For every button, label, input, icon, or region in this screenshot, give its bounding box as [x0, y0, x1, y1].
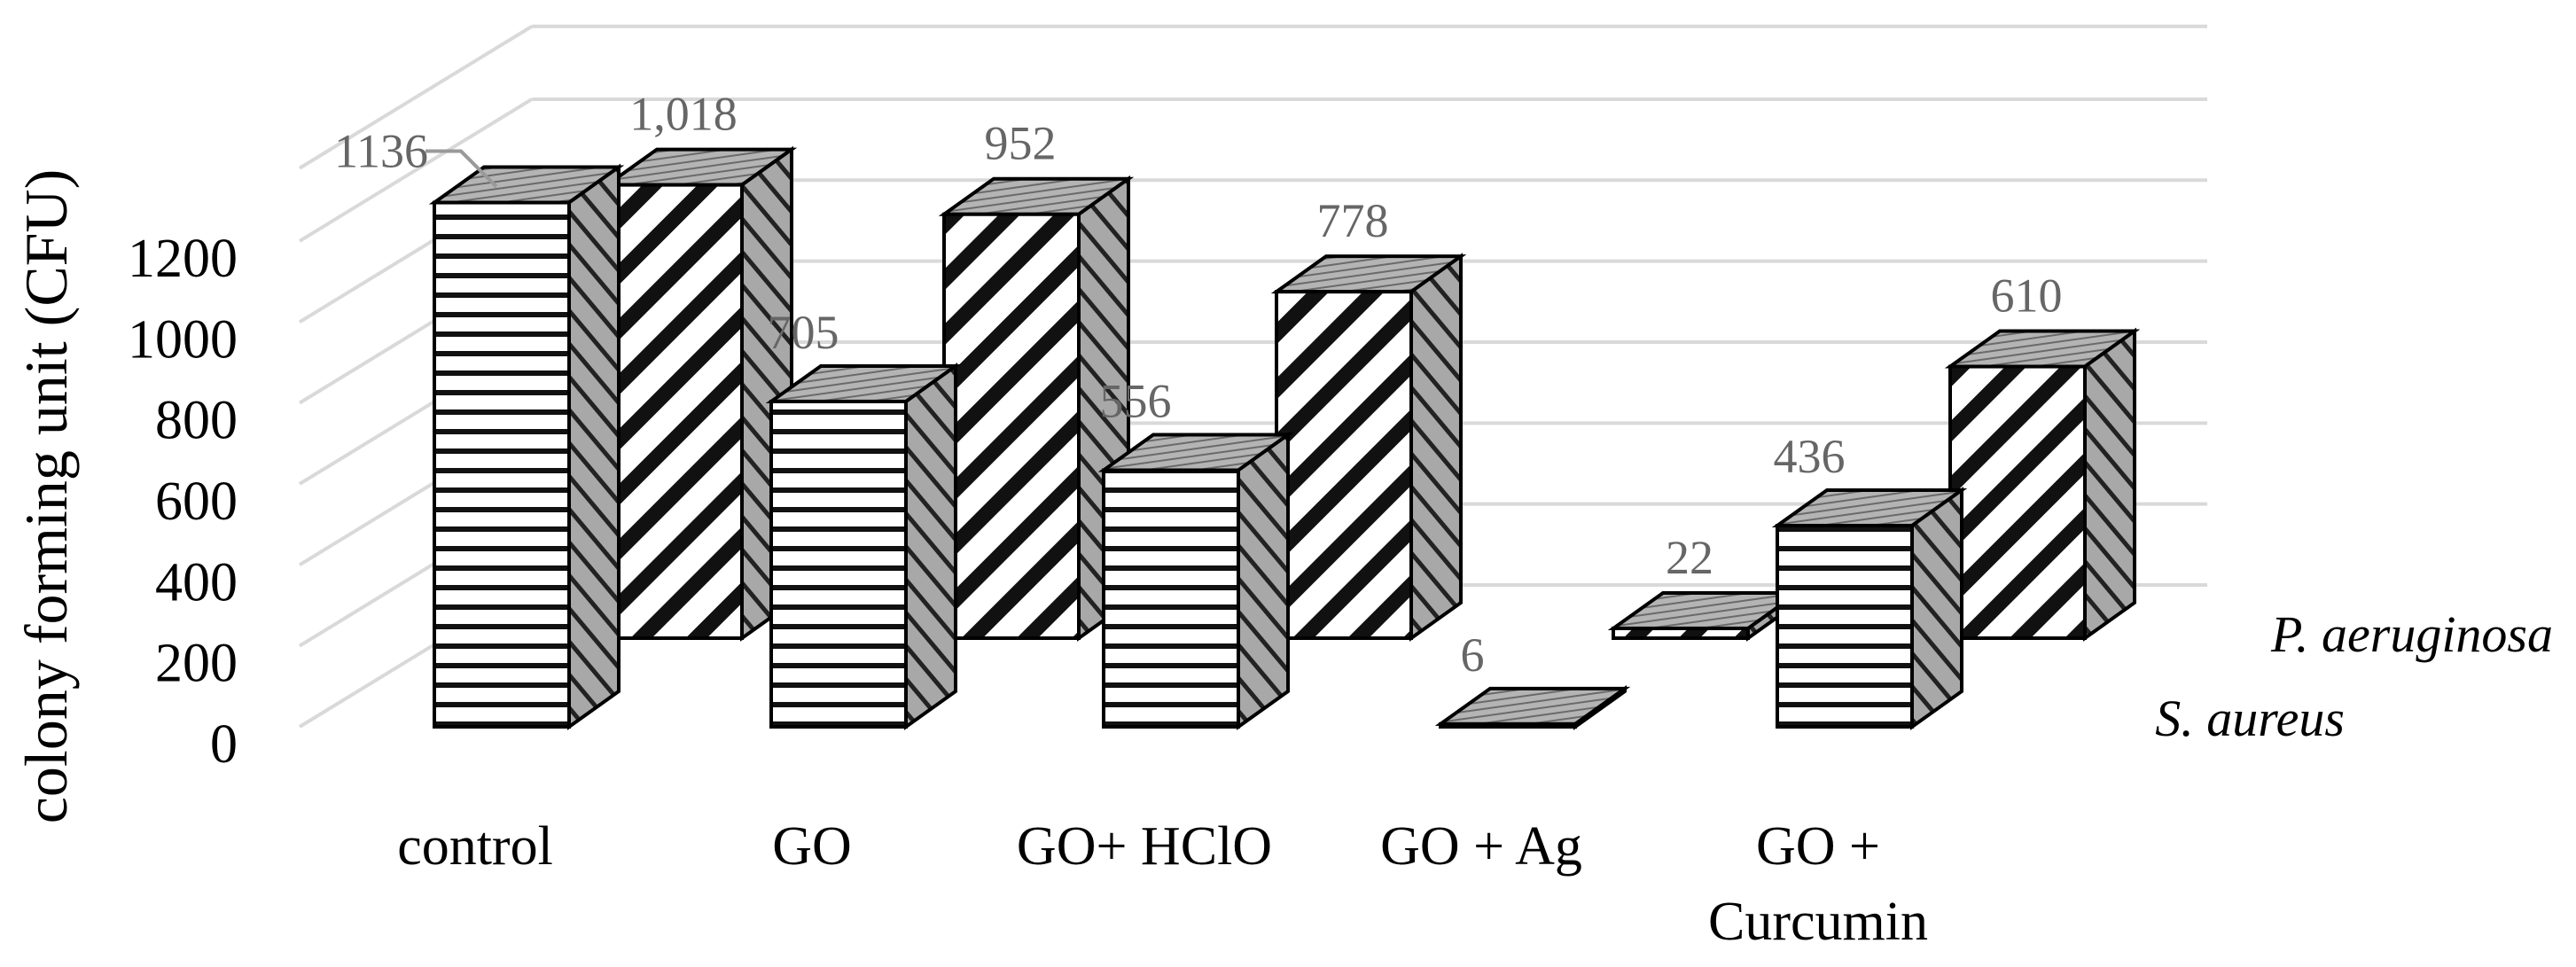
x-tick-label: GO+ HClO [1017, 816, 1272, 877]
x-tick-label: GO + [1756, 816, 1880, 877]
data-label-s-aureus: 1136 [334, 125, 428, 178]
bars [428, 145, 2141, 730]
y-tick-label: 800 [155, 391, 238, 451]
bar-p-aeruginosa-4-front [1948, 364, 2087, 640]
bar-p-aeruginosa-2-front [1275, 290, 1413, 640]
bar-s-aureus-0-side [567, 163, 621, 730]
y-tick-label: 1200 [128, 229, 238, 289]
bar-p-aeruginosa-0-front [605, 183, 744, 640]
data-label-p-aeruginosa: 22 [1666, 531, 1713, 584]
y-tick-label: 200 [155, 634, 238, 694]
bar-s-aureus-0 [428, 163, 625, 730]
x-tick-label: GO [772, 816, 852, 877]
bar-s-aureus-1-side [904, 363, 957, 730]
gridline-diagonal [298, 97, 534, 243]
x-tick-label: GO + Ag [1380, 816, 1582, 877]
data-label-s-aureus: 436 [1774, 430, 1846, 483]
x-tick-label: Curcumin [1708, 892, 1928, 952]
y-tick-label: 1000 [128, 309, 238, 370]
data-label-s-aureus: 705 [768, 306, 839, 359]
bar-p-aeruginosa-2-side [1409, 253, 1463, 642]
bar-s-aureus-2-side [1237, 431, 1290, 730]
x-tick-label: control [397, 816, 553, 877]
series-label-p-aeruginosa: P. aeruginosa [2270, 605, 2553, 663]
series-labels: P. aeruginosa S. aureus [2155, 605, 2553, 747]
bar-s-aureus-3 [1434, 684, 1631, 730]
bar-s-aureus-1-front [769, 399, 908, 729]
y-tick-label: 0 [210, 714, 238, 775]
data-label-p-aeruginosa: 1,018 [629, 88, 738, 141]
bar-p-aeruginosa-1-front [942, 212, 1081, 640]
data-labels: 1,018 952 778 22 610 1136 705 556 6 436 [334, 88, 2063, 682]
bar-s-aureus-4-front [1776, 524, 1914, 729]
data-label-p-aeruginosa: 610 [1991, 269, 2063, 323]
data-label-s-aureus: 6 [1461, 628, 1485, 682]
bar-p-aeruginosa-3-front [1612, 626, 1750, 641]
y-axis-title: colony forming unit (CFU) [12, 169, 80, 824]
bar-p-aeruginosa-0 [601, 145, 798, 642]
bar-s-aureus-1 [765, 363, 962, 730]
data-label-s-aureus: 556 [1100, 375, 1172, 428]
bar-s-aureus-3-front [1439, 721, 1577, 729]
data-label-p-aeruginosa: 778 [1317, 194, 1389, 247]
bar-p-aeruginosa-4-side [2083, 327, 2136, 642]
bar-p-aeruginosa-4 [1944, 327, 2141, 642]
bar-p-aeruginosa-2 [1270, 253, 1467, 642]
bar-p-aeruginosa-1 [938, 175, 1135, 642]
series-label-s-aureus: S. aureus [2155, 690, 2345, 747]
bar-s-aureus-0-front [433, 200, 571, 729]
data-label-leader-line [425, 149, 498, 188]
y-tick-label: 400 [155, 552, 238, 612]
bar-s-aureus-4-side [1910, 487, 1963, 730]
bar-p-aeruginosa-3 [1607, 589, 1804, 642]
bar-s-aureus-2-front [1102, 468, 1240, 729]
data-label-p-aeruginosa: 952 [985, 117, 1057, 170]
gridline-diagonal [298, 25, 534, 170]
y-tick-label: 600 [155, 472, 238, 532]
y-axis: 0 200 400 600 800 1000 1200 [128, 229, 238, 775]
bar-s-aureus-4 [1771, 487, 1968, 730]
x-axis: control GO GO+ HClO GO + Ag GO + Curcumin [397, 816, 1928, 952]
bar-s-aureus-2 [1097, 431, 1294, 730]
